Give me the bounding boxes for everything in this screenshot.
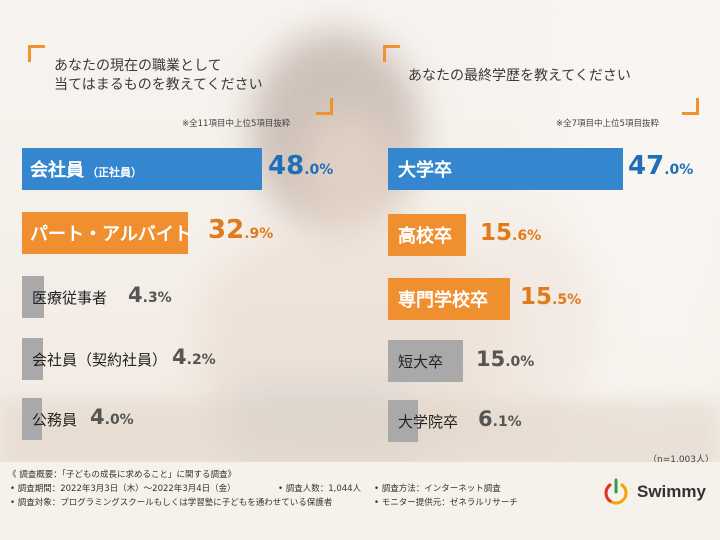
bar-left-3: 会社員（契約社員）	[22, 338, 167, 380]
bar-left-4-label: 公務員	[32, 410, 78, 429]
footer	[0, 462, 720, 540]
bar-right-4: 大学院卒	[388, 400, 458, 442]
bar-right-3-label: 短大卒	[398, 352, 444, 371]
bar-left-2: 医療従事者	[22, 276, 107, 318]
footer-title: 《 調査概要：「子どもの成長に求めること」に関する調査》	[8, 470, 236, 480]
footer-target: • 調査対象：プログラミングスクールもしくは学習塾に子どもを通わせている保護者	[10, 498, 333, 508]
bar-right-3: 短大卒	[388, 340, 463, 382]
bar-left-0-value: 48.0%	[268, 151, 334, 181]
bar-left-0-label: 会社員	[30, 160, 84, 181]
left-bracket-bottom-right	[316, 98, 333, 115]
sample-size: （n=1,003人）	[648, 455, 715, 465]
bar-left-2-value: 4.3%	[128, 283, 172, 307]
bar-left-1-value: 32.9%	[208, 215, 274, 245]
bar-left-1-label: パート・アルバイト	[30, 224, 192, 245]
bar-left-4-value: 4.0%	[90, 405, 134, 429]
bar-right-4-label: 大学院卒	[398, 412, 459, 431]
swimmy-logo: Swimmy	[601, 477, 706, 507]
bar-left-0: 会社員 （正社員）	[22, 148, 262, 190]
bar-right-2-value: 15.5%	[520, 284, 582, 310]
right-bracket-top-left	[383, 45, 400, 62]
bar-left-3-label: 会社員（契約社員）	[32, 350, 168, 369]
bar-right-2-label: 専門学校卒	[398, 290, 488, 311]
left-note: ※全11項目中上位5項目抜粋	[182, 119, 291, 129]
bar-right-4-value: 6.1%	[478, 407, 522, 431]
background-photo	[0, 0, 720, 462]
bar-left-3-value: 4.2%	[172, 345, 216, 369]
right-note: ※全7項目中上位5項目抜粋	[556, 119, 659, 129]
bar-right-1: 高校卒	[388, 214, 466, 256]
logo-text: Swimmy	[637, 482, 706, 501]
bar-left-0-sublabel: （正社員）	[87, 166, 142, 179]
footer-provider: • モニター提供元：ゼネラルリサーチ	[374, 498, 518, 508]
bar-right-3-value: 15.0%	[476, 347, 535, 371]
footer-count: • 調査人数：1,044人	[278, 484, 362, 494]
bar-right-0: 大学卒	[388, 148, 623, 190]
left-question: あなたの現在の職業として 当てはまるものを教えてください	[54, 57, 324, 95]
footer-period: • 調査期間：2022年3月3日（木）～2022年3月4日（金）	[10, 484, 236, 494]
right-question: あなたの最終学歴を教えてください	[408, 68, 631, 84]
right-bracket-bottom-right	[682, 98, 699, 115]
bar-left-1: パート・アルバイト	[22, 212, 192, 254]
footer-method: • 調査方法：インターネット調査	[374, 484, 501, 494]
bar-right-2: 専門学校卒	[388, 278, 510, 320]
bar-right-0-label: 大学卒	[398, 160, 452, 181]
left-question-line1: あなたの現在の職業として	[54, 58, 222, 74]
bar-right-0-value: 47.0%	[628, 151, 694, 181]
bar-left-4: 公務員	[22, 398, 77, 440]
bar-right-1-label: 高校卒	[398, 226, 452, 247]
power-leaf-icon	[604, 478, 628, 505]
bar-left-2-label: 医療従事者	[32, 288, 108, 307]
left-bracket-top-left	[28, 45, 45, 62]
bar-right-1-value: 15.6%	[480, 220, 542, 246]
left-question-line2: 当てはまるものを教えてください	[54, 77, 263, 93]
